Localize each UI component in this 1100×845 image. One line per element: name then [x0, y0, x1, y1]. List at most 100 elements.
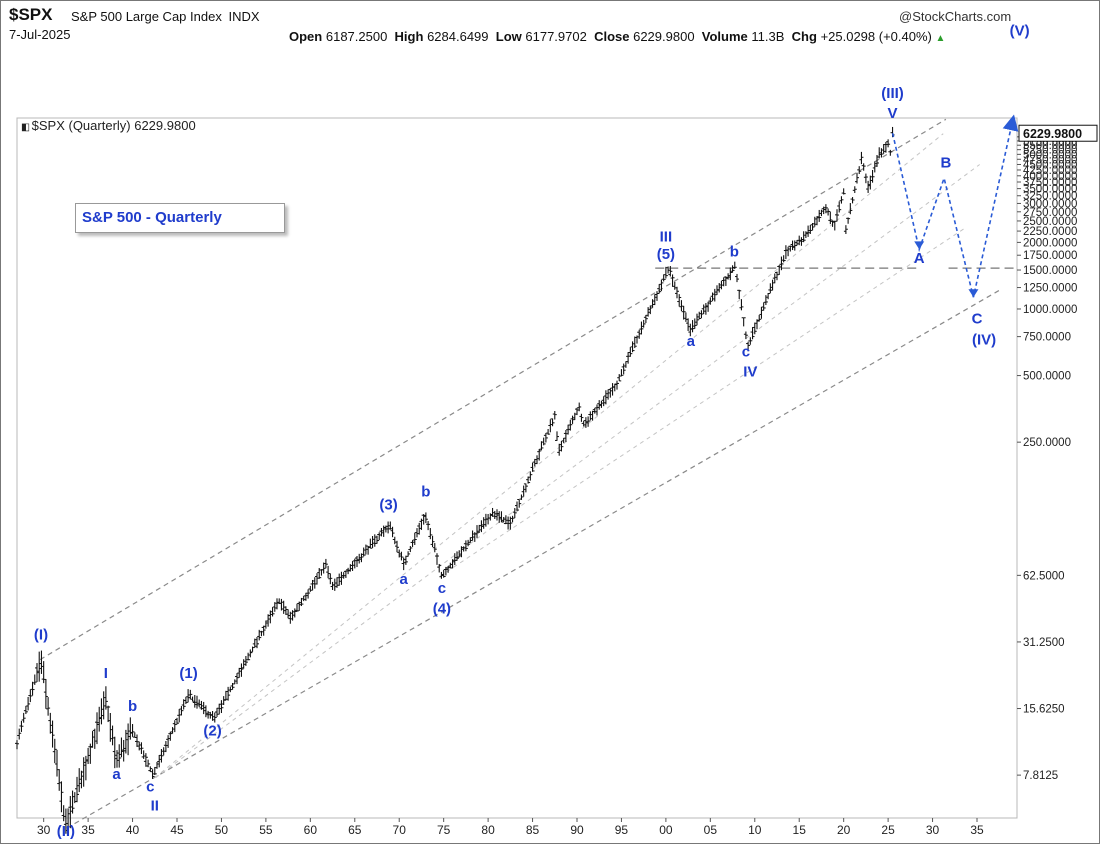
price-bar: [601, 396, 606, 407]
price-bar: [448, 562, 453, 569]
price-bar: [357, 553, 362, 564]
price-bar: [208, 711, 213, 719]
price-bar: [406, 551, 411, 557]
price-bar: [788, 245, 793, 252]
series-label-text: $SPX (Quarterly) 6229.9800: [31, 118, 196, 133]
stockcharts-brand: @StockCharts.com: [899, 9, 1012, 24]
price-bar: [506, 516, 511, 530]
high-label: High: [394, 29, 424, 44]
price-bar: [679, 300, 684, 312]
price-bar: [128, 717, 133, 740]
price-bar: [275, 598, 279, 610]
price-bar: [290, 610, 295, 621]
price-bar: [63, 808, 68, 834]
price-bar: [659, 279, 664, 291]
price-bar: [179, 706, 184, 716]
price-bar: [763, 295, 768, 306]
price-bar: [195, 695, 199, 709]
price-bar: [66, 808, 71, 832]
price-bar: [266, 614, 271, 627]
chart-legend: S&P 500 - Quarterly: [75, 203, 285, 233]
wave-label: (IV): [972, 332, 996, 349]
price-bar: [286, 609, 291, 619]
close-value: 6229.9800: [633, 29, 695, 44]
price-bar: [552, 410, 557, 420]
price-bar: [132, 732, 137, 738]
price-bar: [832, 220, 837, 231]
price-bar: [361, 547, 366, 557]
price-bar: [608, 388, 613, 398]
price-bar: [690, 320, 695, 333]
wave-label: (5): [657, 246, 675, 263]
price-bar: [350, 561, 355, 571]
price-bar: [457, 550, 462, 558]
price-bar: [701, 304, 706, 314]
price-bar: [48, 712, 53, 734]
price-bar: [661, 274, 666, 282]
price-bar: [735, 273, 739, 283]
price-bar: [283, 606, 288, 615]
x-tick-label: 30: [926, 823, 940, 837]
price-bar: [397, 549, 402, 558]
price-bar: [28, 689, 33, 703]
price-bar: [486, 514, 491, 525]
price-bar: [355, 555, 359, 568]
price-bar: [872, 161, 877, 173]
price-bar: [761, 302, 766, 311]
price-bar: [777, 264, 782, 276]
price-bar: [223, 690, 228, 701]
price-bar: [115, 750, 119, 768]
price-bar: [717, 283, 722, 293]
price-bar: [92, 728, 97, 749]
price-bar: [726, 273, 731, 280]
price-bar: [403, 555, 408, 565]
price-bar: [775, 271, 779, 281]
price-bar: [79, 770, 84, 789]
price-bar: [317, 567, 322, 579]
price-bar: [235, 673, 239, 685]
price-bar: [719, 280, 724, 290]
price-bar: [379, 528, 384, 537]
wave-label: B: [940, 155, 951, 172]
y-tick-label: 5250.0000: [1023, 145, 1077, 157]
price-bar: [743, 331, 748, 340]
price-bar: [637, 329, 642, 339]
y-axis: 7.8125 15.6250 31.2500 62.5000 250.0000 500.0…: [1017, 124, 1098, 782]
price-bar: [206, 710, 211, 719]
price-bar: [299, 597, 304, 607]
price-bar: [766, 293, 771, 300]
price-bar: [535, 455, 539, 465]
price-bar: [139, 742, 144, 755]
price-bar: [641, 319, 646, 328]
price-bar: [288, 611, 293, 624]
x-tick-label: 20: [837, 823, 851, 837]
price-bar: [41, 661, 46, 684]
price-bar: [392, 536, 397, 545]
price-bar: [610, 383, 615, 396]
y-tick-label: 1000.0000: [1023, 304, 1077, 316]
price-bar: [752, 322, 757, 335]
price-bar: [370, 535, 375, 548]
price-bar: [375, 535, 379, 544]
price-bar: [652, 294, 657, 306]
price-bar: [555, 431, 559, 441]
price-bar: [590, 410, 595, 421]
x-axis: 30 35 40 45 50 55 60 65 70 75 80 85 90 95 00 05 10 15 20 25…: [37, 818, 984, 837]
price-bar: [706, 301, 711, 312]
price-bar: [857, 166, 862, 175]
index-name: S&P 500 Large Cap Index INDX: [71, 9, 260, 24]
price-bar: [730, 265, 735, 273]
wave-label: (II): [57, 823, 75, 840]
price-bar: [279, 598, 284, 611]
ohlc-summary: Open 6187.2500 High 6284.6499 Low 6177.9…: [289, 29, 945, 44]
y-tick-label: 2500.0000: [1023, 216, 1077, 228]
price-bar: [781, 255, 786, 263]
x-tick-label: 10: [748, 823, 762, 837]
price-bar: [415, 528, 419, 538]
price-bar: [221, 696, 226, 705]
open-label: Open: [289, 29, 323, 44]
price-bar: [175, 717, 179, 725]
price-bar: [490, 507, 495, 517]
wave-projection: [891, 114, 1019, 298]
